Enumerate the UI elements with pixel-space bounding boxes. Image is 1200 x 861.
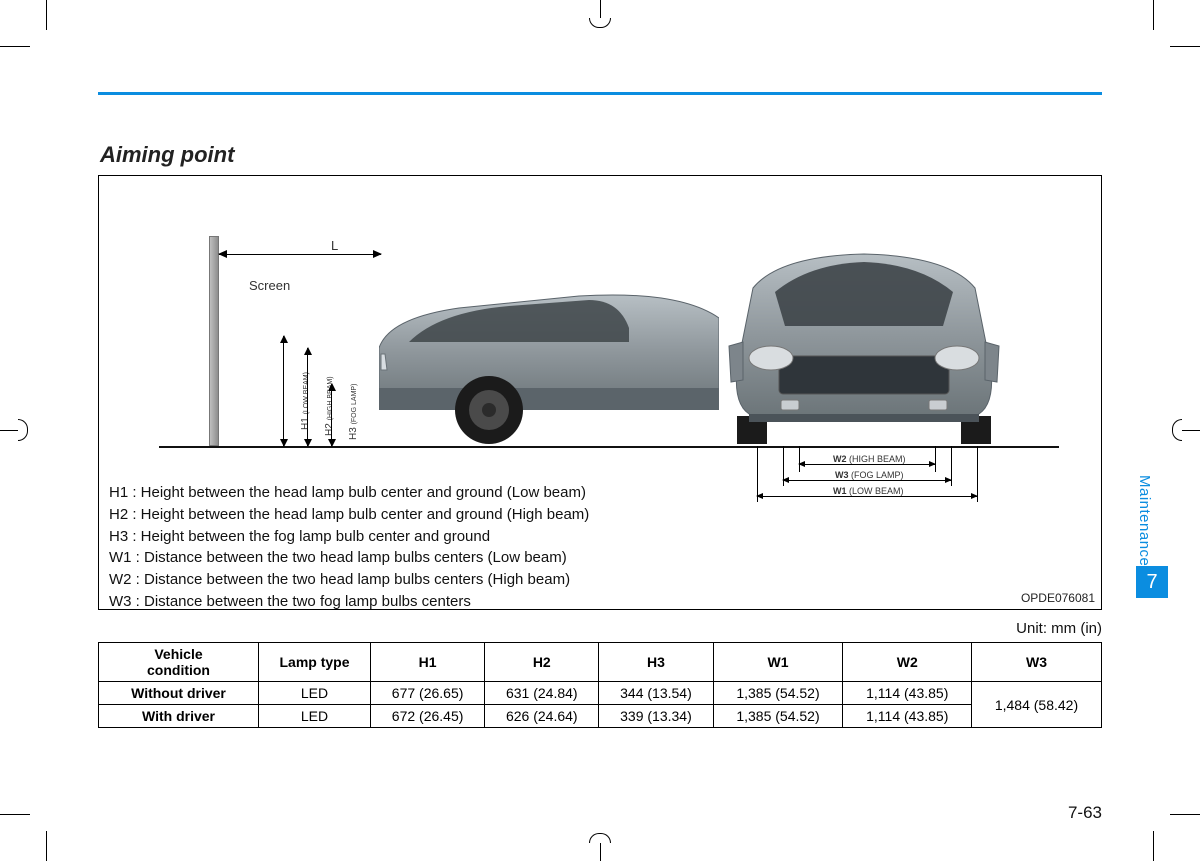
table-row: Without driver LED 677 (26.65) 631 (24.8…: [99, 682, 1102, 705]
definition-line: W2 : Distance between the two head lamp …: [109, 569, 589, 591]
dim-w1-label: W1 (LOW BEAM): [833, 486, 904, 496]
col-vehicle-condition: Vehiclecondition: [99, 643, 259, 682]
aiming-data-table: Vehiclecondition Lamp type H1 H2 H3 W1 W…: [98, 642, 1102, 728]
dim-h3-code: H3: [348, 427, 359, 440]
definition-line: H3 : Height between the fog lamp bulb ce…: [109, 526, 589, 548]
car-front-illustration: [719, 248, 1009, 448]
distance-L-arrow: [219, 254, 381, 255]
dim-h3: H3 (FOG LAMP): [331, 384, 343, 446]
crop-mark: [18, 419, 28, 441]
crop-mark: [0, 814, 30, 815]
crop-mark: [46, 0, 47, 30]
dim-w3-label: W3 (FOG LAMP): [835, 470, 904, 480]
cell-w3-merged: 1,484 (58.42): [972, 682, 1102, 728]
cell-condition: With driver: [99, 705, 259, 728]
crop-mark: [1170, 814, 1200, 815]
cell-h3: 339 (13.34): [599, 705, 713, 728]
definition-line: W3 : Distance between the two fog lamp b…: [109, 591, 589, 613]
figure-code: OPDE076081: [1021, 591, 1095, 605]
section-number: 7: [1136, 566, 1168, 598]
crop-mark: [589, 18, 611, 28]
dim-h3-sub: (FOG LAMP): [351, 384, 358, 425]
crop-mark: [1153, 0, 1154, 30]
cell-condition: Without driver: [99, 682, 259, 705]
page-heading: Aiming point: [100, 142, 234, 168]
cell-w2: 1,114 (43.85): [843, 682, 972, 705]
crop-mark: [1172, 419, 1182, 441]
crop-mark: [1153, 831, 1154, 861]
unit-label: Unit: mm (in): [1016, 620, 1102, 637]
definition-line: H1 : Height between the head lamp bulb c…: [109, 482, 589, 504]
top-rule: [98, 92, 1102, 95]
dim-w2-label: W2 (HIGH BEAM): [833, 454, 906, 464]
cell-h2: 631 (24.84): [485, 682, 599, 705]
col-h1: H1: [371, 643, 485, 682]
crop-mark: [1182, 430, 1200, 431]
car-side-illustration: [379, 288, 719, 446]
dim-w3-line: [783, 480, 951, 481]
crop-mark: [46, 831, 47, 861]
cell-lamp: LED: [259, 705, 371, 728]
section-tab: Maintenance 7: [1136, 474, 1168, 602]
crop-mark: [1170, 46, 1200, 47]
col-w1: W1: [713, 643, 843, 682]
dim-w1-line: [757, 496, 977, 497]
cell-h2: 626 (24.64): [485, 705, 599, 728]
col-w3: W3: [972, 643, 1102, 682]
screen-label: Screen: [249, 278, 290, 293]
cell-w2: 1,114 (43.85): [843, 705, 972, 728]
page-number: 7-63: [1068, 803, 1102, 823]
definition-line: H2 : Height between the head lamp bulb c…: [109, 504, 589, 526]
dim-w2-line: [799, 464, 935, 465]
cell-lamp: LED: [259, 682, 371, 705]
screen-post: [209, 236, 219, 446]
aiming-figure: Screen L H1 (LOW BEAM) H2 (HIGH BEAM) H3…: [98, 175, 1102, 610]
cell-h3: 344 (13.54): [599, 682, 713, 705]
crop-mark: [600, 843, 601, 861]
table-header-row: Vehiclecondition Lamp type H1 H2 H3 W1 W…: [99, 643, 1102, 682]
table-row: With driver LED 672 (26.45) 626 (24.64) …: [99, 705, 1102, 728]
dim-h2: H2 (HIGH BEAM): [307, 348, 319, 446]
col-h2: H2: [485, 643, 599, 682]
col-w2: W2: [843, 643, 972, 682]
crop-mark: [0, 46, 30, 47]
figure-definitions: H1 : Height between the head lamp bulb c…: [109, 482, 589, 613]
crop-mark: [589, 833, 611, 843]
crop-mark: [0, 430, 18, 431]
definition-line: W1 : Distance between the two head lamp …: [109, 547, 589, 569]
cell-w1: 1,385 (54.52): [713, 682, 843, 705]
manual-page: Maintenance 7 Aiming point Screen L H1 (…: [0, 0, 1200, 861]
cell-h1: 677 (26.65): [371, 682, 485, 705]
col-h3: H3: [599, 643, 713, 682]
cell-h1: 672 (26.45): [371, 705, 485, 728]
crop-mark: [600, 0, 601, 18]
section-name: Maintenance: [1136, 474, 1159, 566]
col-lamp-type: Lamp type: [259, 643, 371, 682]
distance-L-label: L: [331, 238, 338, 253]
cell-w1: 1,385 (54.52): [713, 705, 843, 728]
width-dimensions: W2 (HIGH BEAM) W3 (FOG LAMP) W1 (LOW BEA…: [739, 454, 1009, 518]
dim-h1: H1 (LOW BEAM): [283, 336, 295, 446]
